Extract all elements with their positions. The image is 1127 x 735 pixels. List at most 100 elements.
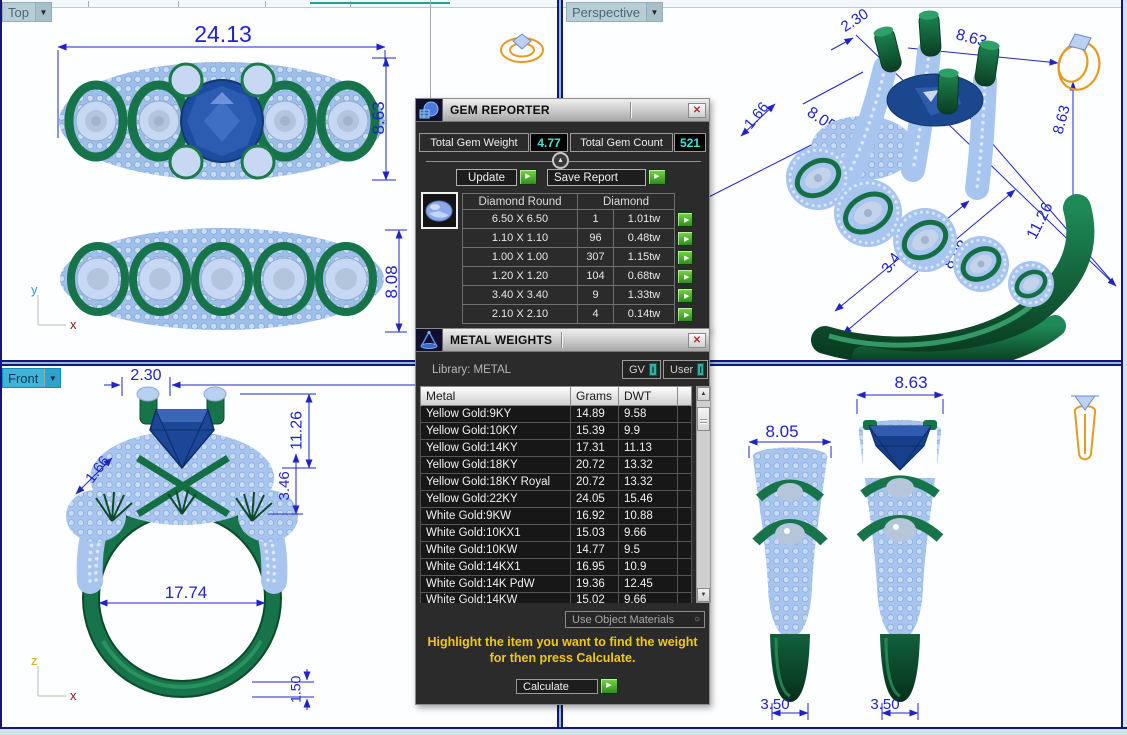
total-gem-weight-label: Total Gem Weight bbox=[419, 133, 529, 152]
use-object-materials-dropdown[interactable]: Use Object Materials ○ bbox=[565, 611, 705, 628]
save-report-go-button[interactable]: ▶ bbox=[648, 169, 666, 185]
gem-reporter-icon bbox=[416, 99, 443, 121]
metal-row-dwt[interactable]: 10.88 bbox=[619, 508, 678, 525]
metal-row-dwt[interactable]: 9.5 bbox=[619, 542, 678, 559]
gem-row-size[interactable]: 1.00 X 1.00 bbox=[462, 248, 578, 267]
metal-row-spacer bbox=[678, 542, 692, 559]
metal-row-name[interactable]: Yellow Gold:14KY bbox=[420, 440, 571, 457]
gem-row-count[interactable]: 307 bbox=[578, 248, 614, 267]
chevron-down-icon[interactable]: ▼ bbox=[34, 3, 51, 21]
grams-col-header[interactable]: Grams bbox=[571, 386, 619, 406]
total-gem-weight-value: 4.77 bbox=[530, 133, 568, 152]
metal-row-dwt[interactable]: 9.58 bbox=[619, 406, 678, 423]
metal-row-spacer bbox=[678, 508, 692, 525]
calculate-go-button[interactable]: ▶ bbox=[600, 678, 618, 694]
gem-row-count[interactable]: 9 bbox=[578, 286, 614, 305]
metal-row-dwt[interactable]: 13.32 bbox=[619, 457, 678, 474]
user-button[interactable]: User I bbox=[663, 360, 708, 379]
dwt-col-header[interactable]: DWT bbox=[619, 386, 678, 406]
scroll-up-icon[interactable]: ▲ bbox=[697, 387, 710, 401]
metal-row-grams[interactable]: 14.89 bbox=[571, 406, 619, 423]
gem-row-count[interactable]: 1 bbox=[578, 210, 614, 229]
metal-row-grams[interactable]: 15.39 bbox=[571, 423, 619, 440]
metal-row-grams[interactable]: 17.31 bbox=[571, 440, 619, 457]
gem-row-count[interactable]: 4 bbox=[578, 305, 614, 324]
viewport-perspective[interactable]: 2.30 8.63 8.05 1.66 11.26 8.63 3.46 17.7… bbox=[563, 8, 1121, 360]
gem-row-size[interactable]: 6.50 X 6.50 bbox=[462, 210, 578, 229]
metal-row-grams[interactable]: 20.72 bbox=[571, 457, 619, 474]
scrollbar-thumb[interactable] bbox=[697, 407, 710, 431]
collapse-panel-button[interactable]: ▲ bbox=[552, 152, 569, 169]
gem-row-action-button[interactable]: ▶ bbox=[677, 269, 693, 284]
gem-row-count[interactable]: 104 bbox=[578, 267, 614, 286]
metal-row-name[interactable]: White Gold:9KW bbox=[420, 508, 571, 525]
axis-x-label: x bbox=[70, 688, 77, 703]
viewport-label-front[interactable]: Front ▼ bbox=[2, 368, 62, 388]
toolbar-tick bbox=[88, 1, 89, 7]
gem-row-weight[interactable]: 0.68tw bbox=[614, 267, 675, 286]
metal-row-dwt[interactable]: 13.32 bbox=[619, 474, 678, 491]
metal-col-header[interactable]: Metal bbox=[420, 386, 571, 406]
update-button[interactable]: Update bbox=[456, 169, 517, 186]
metal-row-dwt[interactable]: 11.13 bbox=[619, 440, 678, 457]
gv-button[interactable]: GV I bbox=[622, 360, 661, 379]
close-icon[interactable]: ✕ bbox=[688, 333, 706, 348]
chevron-down-icon[interactable]: ▼ bbox=[645, 3, 662, 21]
window-bottom-border bbox=[0, 727, 1127, 735]
metal-row-name[interactable]: White Gold:14K PdW bbox=[420, 576, 571, 593]
metal-row-grams[interactable]: 15.03 bbox=[571, 525, 619, 542]
close-icon[interactable]: ✕ bbox=[688, 103, 706, 118]
metal-row-dwt[interactable]: 9.9 bbox=[619, 423, 678, 440]
metal-row-name[interactable]: White Gold:10KW bbox=[420, 542, 571, 559]
metal-row-grams[interactable]: 20.72 bbox=[571, 474, 619, 491]
metal-row-grams[interactable]: 24.05 bbox=[571, 491, 619, 508]
gem-row-weight[interactable]: 1.15tw bbox=[614, 248, 675, 267]
gem-row-weight[interactable]: 1.33tw bbox=[614, 286, 675, 305]
metal-row-grams[interactable]: 19.36 bbox=[571, 576, 619, 593]
metal-row-dwt[interactable]: 9.66 bbox=[619, 593, 678, 603]
update-go-button[interactable]: ▶ bbox=[519, 169, 537, 185]
metal-row-name[interactable]: Yellow Gold:22KY bbox=[420, 491, 571, 508]
metal-row-grams[interactable]: 16.95 bbox=[571, 559, 619, 576]
gem-row-weight[interactable]: 1.01tw bbox=[614, 210, 675, 229]
calculate-button[interactable]: Calculate bbox=[516, 679, 598, 694]
gem-row-count[interactable]: 96 bbox=[578, 229, 614, 248]
metal-row-name[interactable]: White Gold:10KX1 bbox=[420, 525, 571, 542]
viewport-label-top[interactable]: Top ▼ bbox=[2, 2, 52, 22]
save-report-button[interactable]: Save Report bbox=[547, 169, 646, 186]
metal-row-dwt[interactable]: 10.9 bbox=[619, 559, 678, 576]
gem-row-action-button[interactable]: ▶ bbox=[677, 212, 693, 227]
metal-row-grams[interactable]: 16.92 bbox=[571, 508, 619, 525]
metal-row-name[interactable]: Yellow Gold:18KY bbox=[420, 457, 571, 474]
metal-row-name[interactable]: White Gold:14KX1 bbox=[420, 559, 571, 576]
gem-row-size[interactable]: 1.20 X 1.20 bbox=[462, 267, 578, 286]
metal-row-spacer bbox=[678, 576, 692, 593]
gem-reporter-titlebar[interactable]: GEM REPORTER ✕ bbox=[416, 99, 709, 122]
chevron-down-icon[interactable]: ▼ bbox=[44, 369, 61, 387]
gem-row-size[interactable]: 1.10 X 1.10 bbox=[462, 229, 578, 248]
viewport-label-perspective[interactable]: Perspective ▼ bbox=[566, 2, 663, 22]
metal-row-name[interactable]: Yellow Gold:9KY bbox=[420, 406, 571, 423]
ring-side-cue-icon bbox=[1074, 405, 1096, 461]
gem-row-action-button[interactable]: ▶ bbox=[677, 231, 693, 246]
metal-row-name[interactable]: Yellow Gold:10KY bbox=[420, 423, 571, 440]
gem-row-size[interactable]: 3.40 X 3.40 bbox=[462, 286, 578, 305]
metal-weights-titlebar[interactable]: METAL WEIGHTS ✕ bbox=[416, 329, 709, 352]
metal-row-name[interactable]: White Gold:14KW bbox=[420, 593, 571, 603]
metal-row-name[interactable]: Yellow Gold:18KY Royal bbox=[420, 474, 571, 491]
scroll-down-icon[interactable]: ▼ bbox=[697, 588, 710, 602]
metal-row-dwt[interactable]: 9.66 bbox=[619, 525, 678, 542]
gem-row-weight[interactable]: 0.48tw bbox=[614, 229, 675, 248]
metal-table-scrollbar[interactable]: ▲ ▼ bbox=[696, 386, 711, 603]
metal-row-grams[interactable]: 15.02 bbox=[571, 593, 619, 603]
gem-row-weight[interactable]: 0.14tw bbox=[614, 305, 675, 324]
gem-row-action-button[interactable]: ▶ bbox=[677, 307, 693, 322]
gem-row-size[interactable]: 2.10 X 2.10 bbox=[462, 305, 578, 324]
metal-weights-icon bbox=[416, 329, 443, 351]
gem-row-action-button[interactable]: ▶ bbox=[677, 250, 693, 265]
metal-row-dwt[interactable]: 15.46 bbox=[619, 491, 678, 508]
gem-row-action-button[interactable]: ▶ bbox=[677, 288, 693, 303]
metal-row-spacer bbox=[678, 491, 692, 508]
metal-row-dwt[interactable]: 12.45 bbox=[619, 576, 678, 593]
metal-row-grams[interactable]: 14.77 bbox=[571, 542, 619, 559]
